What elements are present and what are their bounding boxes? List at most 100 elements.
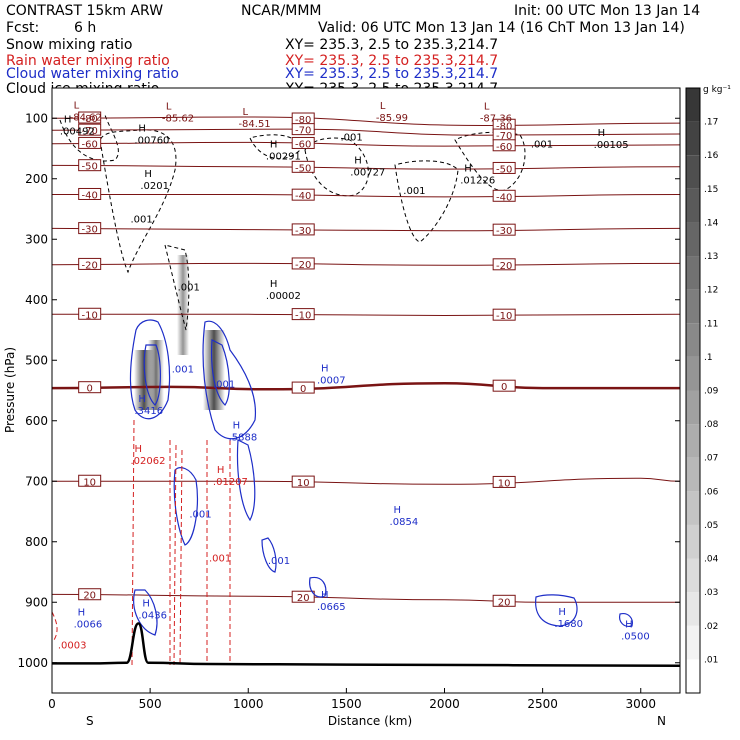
isotherm-lines: -80 -80-80-70 -70 -70-60 -60 -60-50 -50 -50-40-… <box>52 111 680 608</box>
isotherm-10 <box>52 477 680 485</box>
colorbar-label: .16 <box>704 151 719 161</box>
extremum-value: .00291 <box>266 152 301 163</box>
colorbar-swatch <box>686 155 700 189</box>
extremum-value: .00760 <box>134 135 169 146</box>
isotherm-label--80: -80 <box>496 121 512 132</box>
x-tick-label: 500 <box>139 697 162 711</box>
x-tick-label: 3000 <box>625 697 656 711</box>
cloud-contour-8 <box>133 589 158 636</box>
cloud-contour-11 <box>619 613 633 627</box>
isotherm-label-bg <box>78 307 102 320</box>
contour-label: .001 <box>189 510 211 521</box>
isotherm-label-bg <box>291 257 315 270</box>
plot-content: -80 -80-80-70 -70 -70-60 -60 -60-50 -50 -50-40-… <box>52 100 680 668</box>
extremum-value: .0665 <box>317 602 346 613</box>
isotherm-label-bg <box>291 475 315 488</box>
colorbar-label: .02 <box>704 622 718 632</box>
extremum-value: .01226 <box>460 175 495 186</box>
isotherm-label-bg <box>492 223 516 236</box>
colorbar-label: .1 <box>704 353 713 363</box>
cloud-contour-6 <box>236 439 256 522</box>
colorbar-swatch <box>686 524 700 559</box>
isotherm-label--70: -70 <box>496 131 512 142</box>
forecast-hours: 6 h <box>74 20 96 36</box>
isotherm-label--10: -10 <box>295 311 311 322</box>
x-axis-label: Distance (km) <box>328 714 412 728</box>
isotherm-label-bg <box>78 588 102 601</box>
isotherm-label--30: -30 <box>496 226 512 237</box>
x-tick-label: 1500 <box>331 697 362 711</box>
isotherm-label--80: -80 <box>82 114 98 125</box>
extremum-marker: H <box>464 163 472 174</box>
extrema-layer: L-84.62L-85.62L-84.51L-85.99L-87.36H.004… <box>58 100 650 651</box>
y-axis-label: Pressure (hPa) <box>3 347 17 433</box>
colorbar-swatch <box>686 222 700 257</box>
extremum-value: .0436 <box>138 610 167 621</box>
contour-label: .001 <box>209 554 231 565</box>
extremum-value: -84.51 <box>238 119 270 130</box>
isotherm-label-bg <box>492 594 516 607</box>
init-time: Init: 00 UTC Mon 13 Jan 14 <box>514 3 700 19</box>
extremum-marker: H <box>598 128 606 139</box>
extremum-marker: H <box>142 598 150 609</box>
isotherm-label-bg <box>492 161 516 174</box>
ice-contour-4 <box>249 134 301 159</box>
isotherm-label--60: -60 <box>295 139 311 150</box>
isotherm-label--70: -70 <box>82 126 98 137</box>
extremum-marker: L <box>484 102 490 113</box>
isotherm-label-bg <box>291 223 315 236</box>
isotherm-0 <box>52 381 680 391</box>
extremum-value: .01207 <box>213 477 248 488</box>
colorbar-label: .09 <box>704 387 719 397</box>
y-tick-label: 600 <box>25 414 48 428</box>
isotherm-label--20: -20 <box>295 260 311 271</box>
isotherm-label-bg <box>78 111 102 124</box>
extremum-marker: H <box>270 140 278 151</box>
y-tick-label: 500 <box>25 353 48 367</box>
isotherm-label-bg <box>291 308 315 321</box>
cloud-contour-9 <box>309 576 327 598</box>
legend-snow-xy: XY= 235.3, 2.5 to 235.3,214.7 <box>285 37 498 53</box>
isotherm--20 <box>52 262 680 266</box>
colorbar-label: .15 <box>704 185 718 195</box>
extremum-value: .5888 <box>229 432 258 443</box>
isotherm-label-bg <box>78 381 102 394</box>
isotherm-label-20: 20 <box>83 591 96 602</box>
colorbar-swatch <box>686 256 700 290</box>
extremum-value: -87.36 <box>480 114 512 125</box>
isotherm-label--10: -10 <box>82 310 98 321</box>
ice-contour-3 <box>164 244 190 331</box>
colorbar-swatch <box>686 558 700 593</box>
colorbar-label: .06 <box>704 487 719 497</box>
cloud-contour-10 <box>535 594 578 627</box>
extremum-value: .1680 <box>554 619 583 630</box>
y-tick-label: 800 <box>25 535 48 549</box>
isotherm-label--20: -20 <box>82 260 98 271</box>
extremum-marker: H <box>394 505 402 516</box>
extremum-marker: L <box>380 101 386 112</box>
rain-contours <box>52 419 231 666</box>
ice-contour-2 <box>99 129 177 274</box>
isotherm-label-bg <box>78 159 102 172</box>
rain-contour-1 <box>131 419 135 666</box>
endpoint-north: N <box>657 714 666 728</box>
isotherm-label-bg <box>78 257 102 270</box>
rain-contour-4 <box>179 449 183 666</box>
x-tick-label: 2500 <box>527 697 558 711</box>
colorbar-label: .17 <box>704 118 718 128</box>
isotherm-20 <box>52 593 680 603</box>
contour-label: .001 <box>172 364 194 375</box>
extremum-marker: H <box>138 394 146 405</box>
rain-contour-3 <box>173 444 177 666</box>
isotherm-label-bg <box>291 123 315 136</box>
ice-contour-7 <box>454 131 526 191</box>
extremum-value: -85.62 <box>162 114 194 125</box>
isotherm-label-bg <box>78 136 102 149</box>
isotherm-label-bg <box>492 379 516 392</box>
colorbar-swatch <box>686 592 700 626</box>
isotherm-label-0: 0 <box>501 382 507 393</box>
y-tick-label: 200 <box>25 172 48 186</box>
isotherm-label-10: 10 <box>498 478 511 489</box>
isotherm-label--80: -80 <box>295 115 311 126</box>
colorbar-frame <box>685 87 701 694</box>
